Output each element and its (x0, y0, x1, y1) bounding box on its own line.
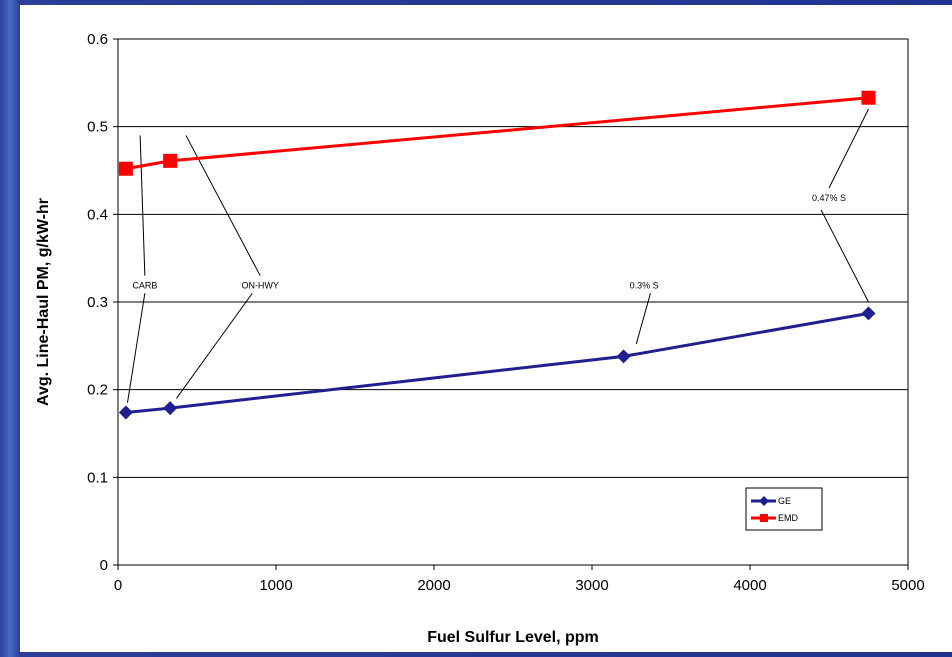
x-tick-label: 5000 (891, 577, 924, 594)
y-tick-label: 0.6 (87, 31, 108, 48)
annotation-label: CARB (132, 280, 157, 290)
data-point (616, 349, 631, 364)
legend-swatch-ge-marker (759, 496, 769, 506)
annotation-label: 0.47% S (812, 193, 846, 203)
y-axis-ticks: 0 0.1 0.2 0.3 0.4 0.5 0.6 (87, 31, 118, 574)
data-point (118, 405, 133, 420)
chart-panel: 0 0.1 0.2 0.3 0.4 0.5 0.6 0 1000 2000 3000 4000 500… (20, 5, 952, 652)
annotation-leader (139, 135, 146, 276)
data-point (163, 153, 178, 168)
annotation-leader (126, 293, 146, 403)
y-tick-label: 0.2 (87, 382, 108, 399)
y-tick-label: 0.4 (87, 206, 108, 223)
annotation-leader (828, 108, 869, 189)
grid-lines (118, 126, 908, 478)
y-tick-label: 0.5 (87, 119, 108, 136)
data-point (861, 90, 876, 105)
y-tick-label: 0.1 (87, 469, 108, 486)
legend-box (745, 487, 823, 531)
x-axis-ticks: 0 1000 2000 3000 4000 5000 (114, 565, 925, 594)
annotation-label: 0.3% S (630, 280, 659, 290)
series-ge (118, 306, 876, 420)
y-tick-label: 0.3 (87, 294, 108, 311)
x-tick-label: 2000 (417, 577, 450, 594)
series-line (125, 311, 869, 414)
annotation-leader (820, 209, 869, 303)
line-chart: 0 0.1 0.2 0.3 0.4 0.5 0.6 0 1000 2000 3000 4000 500… (35, 31, 925, 646)
x-tick-label: 4000 (733, 577, 766, 594)
x-tick-label: 3000 (575, 577, 608, 594)
annotation-leader (176, 292, 253, 399)
series (118, 90, 876, 420)
x-tick-label: 1000 (259, 577, 292, 594)
annotation-leader (635, 293, 651, 345)
y-tick-label: 0 (100, 557, 108, 574)
data-point (861, 306, 876, 321)
legend-label-ge: GE (778, 496, 791, 506)
legend: GE EMD (745, 487, 823, 531)
series-emd (118, 90, 876, 176)
annotation-label: ON-HWY (241, 280, 279, 290)
y-axis-title: Avg. Line-Haul PM, g/kW-hr (35, 198, 52, 406)
data-point (163, 401, 178, 416)
legend-label-emd: EMD (778, 513, 799, 523)
data-point (118, 161, 133, 176)
legend-swatch-emd-marker (760, 514, 768, 522)
x-tick-label: 0 (114, 577, 122, 594)
series-line (125, 96, 869, 171)
x-axis-title: Fuel Sulfur Level, ppm (427, 629, 599, 646)
